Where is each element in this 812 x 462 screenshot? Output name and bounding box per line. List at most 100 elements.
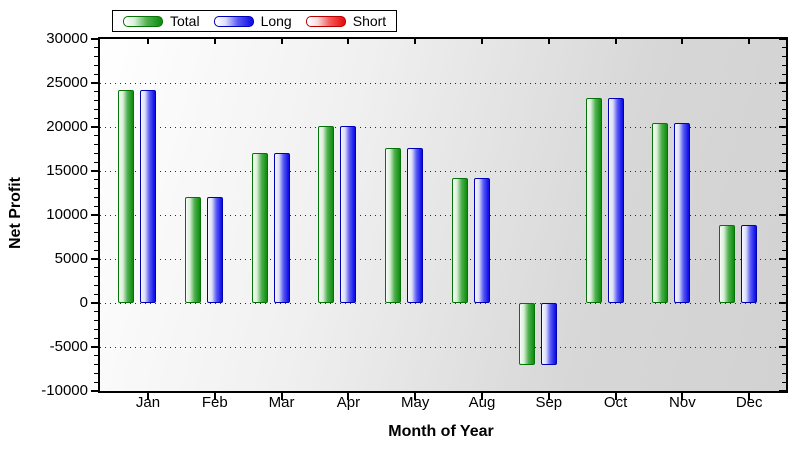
bar-long-dec [741,224,758,303]
y-tick-label-25000: 25000 [46,74,88,91]
bar-total-nov [652,122,669,303]
x-tick-label-sep: Sep [535,394,563,411]
x-tick-bottom-dec [748,393,751,400]
bar-total-mar [251,152,268,303]
y-tick-left-30000 [91,38,98,40]
y-tick-left-21000 [94,117,98,119]
y-tick-right-29000 [782,47,786,49]
y-tick-left-10000 [91,214,98,216]
y-tick-label-10000: 10000 [46,206,88,223]
legend-item-total: Total [123,14,200,28]
gridline-20000 [100,127,786,128]
x-tick-top-aug [481,39,483,44]
legend-item-short: Short [305,13,387,29]
y-tick-left-4000 [94,267,98,269]
y-tick-right-24000 [782,91,786,93]
y-tick-label-20000: 20000 [46,118,88,135]
x-tick-bottom-aug [481,393,483,400]
x-tick-label-nov: Nov [669,394,696,411]
y-tick-left--10000 [91,390,98,392]
y-tick-left-18000 [94,144,98,146]
legend-item-long: Long [213,14,292,28]
y-tick-left-16000 [94,161,98,163]
y-tick-left-7000 [94,240,98,242]
y-tick-right--1000 [782,311,786,313]
bar-total-aug [452,178,468,303]
y-tick-left--2000 [94,320,98,322]
gridline--5000 [100,347,786,348]
legend-swatch-total-icon [123,15,163,27]
gridline-0 [100,303,786,304]
x-tick-top-jan [147,39,149,44]
y-tick-left--3000 [94,328,98,330]
x-tick-label-oct: Oct [603,394,628,411]
y-tick-left-17000 [94,152,98,154]
x-tick-label-mar: Mar [268,394,295,411]
y-tick-left--8000 [94,372,98,374]
y-tick-left-26000 [94,73,98,75]
y-tick-right--4000 [782,337,786,339]
x-tick-top-sep [547,39,550,44]
y-tick-left-9000 [94,223,98,225]
y-tick-left-23000 [94,100,98,102]
legend: Total Long Short [112,10,398,32]
y-tick-label-30000: 30000 [46,30,88,47]
y-tick-label--5000: -5000 [49,338,88,355]
y-tick-right-3000 [782,276,786,278]
y-tick-left--4000 [94,337,98,339]
y-tick-left-12000 [94,196,98,198]
bar-total-dec [719,224,736,303]
bar-total-may [385,148,402,303]
x-tick-bottom-may [414,393,417,400]
y-tick-label-0: 0 [79,294,88,311]
y-tick-right-8000 [782,232,786,234]
y-tick-right-19000 [782,135,786,137]
y-tick-label--10000: -10000 [41,382,88,399]
y-tick-right-7000 [782,240,786,242]
y-tick-right-26000 [782,73,786,75]
y-tick-left-24000 [94,91,98,93]
y-tick-right--8000 [782,372,786,374]
x-tick-bottom-jan [147,393,149,400]
y-tick-right-28000 [782,56,786,58]
y-tick-right-9000 [782,223,786,225]
y-tick-right-13000 [782,188,786,190]
x-tick-bottom-nov [681,393,684,400]
y-tick-left-5000 [91,258,98,260]
gridline-25000 [100,83,786,84]
y-tick-left-27000 [94,64,98,66]
plot-area [98,37,788,393]
x-axis-title: Month of Year [388,423,494,440]
x-tick-bottom-apr [347,393,350,400]
x-tick-label-may: May [401,394,430,411]
x-tick-top-nov [681,39,684,44]
y-tick-left-25000 [91,82,98,84]
y-tick-left--7000 [94,364,98,366]
bar-long-may [407,148,424,303]
y-tick-left-1000 [94,293,98,295]
bar-long-aug [474,178,490,303]
y-tick-left-0 [91,302,98,304]
bar-long-jan [140,90,156,303]
bar-long-mar [273,152,290,303]
y-tick-left-8000 [94,232,98,234]
bar-long-sep [540,303,557,365]
y-tick-left-22000 [94,108,98,110]
bar-total-sep [518,303,535,365]
bar-total-apr [318,126,335,303]
y-tick-left-2000 [94,284,98,286]
x-tick-bottom-feb [213,393,216,400]
y-tick-label-15000: 15000 [46,162,88,179]
y-tick-left-29000 [94,47,98,49]
x-tick-top-dec [748,39,751,44]
y-tick-right-6000 [782,249,786,251]
y-tick-left-19000 [94,135,98,137]
x-tick-top-feb [213,39,216,44]
bar-long-oct [607,97,624,303]
bar-total-jan [118,90,134,303]
y-tick-right--10000 [779,390,786,392]
legend-label-short: Short [352,13,387,29]
y-tick-right-14000 [782,179,786,181]
y-tick-right-12000 [782,196,786,198]
